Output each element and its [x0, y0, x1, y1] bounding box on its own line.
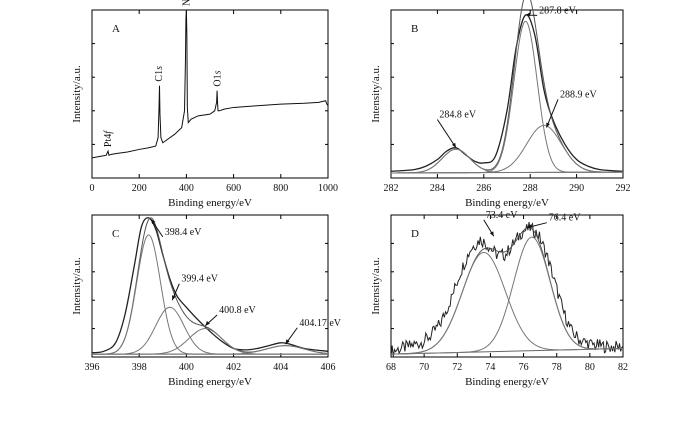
x-tick-label: 72: [452, 362, 462, 373]
fit-envelope: [390, 0, 623, 174]
element-label-n1s: N1s: [181, 0, 192, 6]
annotation-arrow: [546, 122, 550, 128]
annotation-arrow: [525, 12, 531, 17]
x-tick-label: 200: [132, 183, 147, 194]
annotation-arrow: [451, 142, 456, 148]
y-axis-title: Intensity/a.u.: [71, 257, 83, 315]
component-curve-400-8-ev: [91, 328, 328, 355]
x-tick-label: 80: [585, 362, 595, 373]
peak-label-288-9-ev: 288.9 eV: [560, 89, 597, 100]
x-tick-label: 74: [485, 362, 495, 373]
x-tick-label: 78: [552, 362, 562, 373]
component-curve-288-9-ev: [390, 124, 623, 174]
annotation-arrow: [526, 224, 532, 229]
y-axis-title: Intensity/a.u.: [370, 65, 382, 123]
annotation-arrow: [285, 339, 290, 345]
peak-label-398-4-ev: 398.4 eV: [165, 227, 202, 238]
x-tick-label: 400: [179, 183, 194, 194]
y-axis-title: Intensity/a.u.: [71, 65, 83, 123]
component-curve-284-8-ev: [390, 148, 624, 174]
panel-letter: B: [411, 23, 418, 35]
element-label-c1s: C1s: [154, 66, 165, 82]
x-axis-title: Binding energy/eV: [465, 197, 549, 209]
annotation-arrow: [205, 321, 210, 326]
component-curve-73-4-ev: [390, 251, 624, 355]
x-tick-label: 1000: [318, 183, 338, 194]
x-tick-label: 406: [321, 362, 336, 373]
panel-a: 0 200 400 600 800 1000 Binding energy/eV Intens…: [71, 0, 338, 209]
annotation-arrow: [151, 219, 156, 225]
x-tick-label: 282: [384, 183, 399, 194]
peak-label-73-4-ev: 73.4 eV: [486, 210, 518, 221]
annotation-leader: [545, 99, 559, 128]
plot-frame: [390, 9, 624, 179]
annotation-leader: [436, 119, 457, 149]
component-curve-76-4-ev: [390, 236, 624, 355]
experimental-curve: [91, 217, 329, 354]
panel-letter: C: [112, 228, 119, 240]
x-tick-label: 70: [419, 362, 429, 373]
plot-frame: [390, 214, 624, 358]
peak-label-399-4-ev: 399.4 eV: [181, 274, 218, 285]
x-tick-label: 286: [476, 183, 491, 194]
component-curve-404-17-ev: [91, 345, 329, 355]
x-tick-label: 404: [273, 362, 288, 373]
plot-frame: [91, 214, 329, 358]
plot-frame: [91, 9, 329, 179]
y-axis-title: Intensity/a.u.: [370, 257, 382, 315]
x-tick-label: 398: [132, 362, 147, 373]
x-axis-title: Binding energy/eV: [168, 376, 252, 388]
element-label-pt4f: Pt4f: [103, 130, 114, 147]
survey-spectrum: [91, 9, 329, 159]
x-tick-label: 290: [569, 183, 584, 194]
x-tick-label: 288: [523, 183, 538, 194]
peak-label-76-4-ev: 76.4 eV: [549, 213, 581, 224]
x-tick-label: 82: [618, 362, 628, 373]
peak-label-404-17-ev: 404.17 eV: [299, 318, 341, 329]
x-tick-label: 400: [179, 362, 194, 373]
panel-b: 282 284 286 288 290 292 Binding energy/eV Inten…: [370, 0, 631, 209]
x-tick-label: 0: [90, 183, 95, 194]
x-tick-label: 292: [616, 183, 631, 194]
x-axis-title: Binding energy/eV: [465, 376, 549, 388]
peak-label-400-8-ev: 400.8 eV: [219, 305, 256, 316]
x-tick-label: 76: [519, 362, 529, 373]
experimental-curve: [390, 221, 624, 358]
x-tick-label: 402: [226, 362, 241, 373]
panel-d: 68 70 72 74 76 78 80 82 Binding energy/eV Intensi…: [370, 210, 628, 388]
panel-c: 396 398 400 402 404 406 Binding energy/eV Inten…: [71, 214, 342, 388]
x-tick-label: 800: [273, 183, 288, 194]
experimental-curve: [390, 14, 624, 172]
element-label-o1s: O1s: [213, 70, 224, 86]
annotation-arrow: [489, 231, 494, 237]
x-tick-label: 68: [386, 362, 396, 373]
panel-letter: A: [112, 23, 120, 35]
annotation-arrow: [172, 295, 176, 301]
x-axis-title: Binding energy/eV: [168, 197, 252, 209]
panel-letter: D: [411, 228, 419, 240]
peak-label-287-8-ev: 287.8 eV: [539, 5, 576, 16]
x-tick-label: 284: [430, 183, 445, 194]
component-curve-398-4-ev: [91, 234, 328, 355]
peak-label-284-8-ev: 284.8 eV: [439, 110, 476, 121]
x-tick-label: 600: [226, 183, 241, 194]
x-tick-label: 396: [85, 362, 100, 373]
